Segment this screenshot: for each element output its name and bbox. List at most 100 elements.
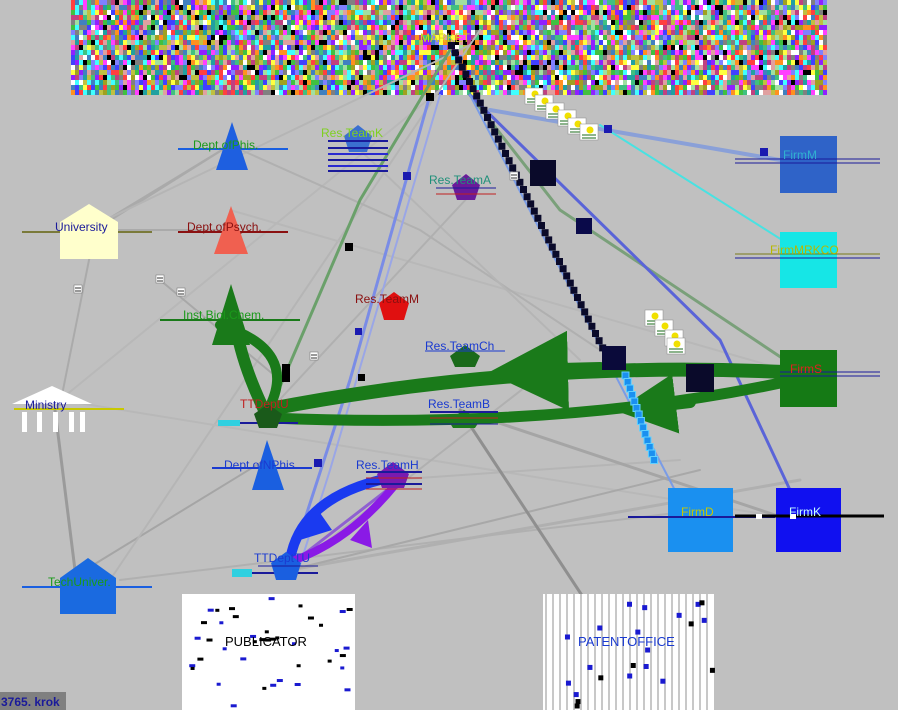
publication-dot — [252, 640, 257, 644]
res-team-m-node — [379, 292, 409, 320]
chain-token — [480, 106, 488, 114]
publication-dot — [240, 657, 247, 661]
chain-token — [487, 121, 495, 129]
token — [426, 93, 434, 101]
firm-s-node — [780, 350, 880, 407]
blue-flows — [285, 475, 399, 565]
flow-arrow — [488, 330, 608, 411]
document-icons — [73, 87, 686, 361]
chain-token — [634, 410, 643, 419]
patent-dot — [645, 647, 651, 653]
flow-arrowhead — [300, 510, 332, 540]
link — [289, 469, 701, 571]
publication-dot — [334, 649, 339, 653]
chain-token — [588, 322, 596, 330]
link — [109, 29, 481, 581]
patent-dot — [598, 675, 604, 681]
chain-token — [462, 70, 470, 78]
publication-dot — [259, 638, 266, 642]
publicator-node — [182, 594, 355, 710]
publication-dot — [250, 634, 257, 638]
tt-dept-u-node — [218, 404, 298, 428]
patent-dot — [660, 678, 666, 684]
chain-token — [630, 397, 639, 406]
chain-token — [448, 42, 455, 49]
chain-token — [548, 243, 556, 251]
firm-mrkco-label: FirmMRKCO — [770, 243, 839, 257]
document-icon — [73, 284, 83, 294]
patentoffice-label: PATENTOFFICE — [578, 634, 675, 649]
link — [458, 408, 822, 532]
link — [59, 144, 231, 406]
publication-dot — [215, 608, 220, 612]
link — [389, 459, 681, 481]
nodes — [12, 122, 884, 710]
publication-dot — [197, 657, 204, 661]
firm-k-node — [735, 488, 884, 552]
chain-token — [476, 99, 484, 107]
tt-dept-tu-node — [232, 552, 318, 580]
chain-token — [527, 200, 535, 208]
university-node — [22, 204, 152, 259]
publication-dot — [294, 682, 301, 686]
ministry-label: Ministry — [25, 398, 66, 412]
market-label: MARKET — [420, 31, 471, 45]
token — [355, 328, 362, 335]
token — [602, 346, 626, 370]
token — [345, 243, 353, 251]
publication-dot — [264, 630, 269, 634]
link — [119, 509, 701, 581]
publication-dot — [270, 683, 277, 687]
patent-dot — [627, 673, 633, 679]
chain-token — [552, 250, 560, 258]
tt-dept-u-label: TTDeptU — [240, 397, 289, 411]
res-team-b-node — [430, 410, 498, 428]
link — [229, 144, 601, 351]
firm-m-label: FirmM — [783, 148, 817, 162]
link — [269, 194, 471, 411]
publication-dot — [194, 636, 201, 640]
patent-dot — [575, 699, 581, 705]
patent-dot — [695, 601, 701, 607]
publication-dot — [262, 686, 267, 690]
patent-dot — [699, 600, 705, 606]
tt-dept-tu-label: TTDeptTU — [254, 551, 310, 565]
link — [468, 93, 802, 372]
publication-dot — [207, 608, 214, 612]
link — [84, 459, 266, 571]
publication-dot — [343, 646, 350, 650]
chain-token — [641, 430, 650, 438]
link — [488, 108, 782, 162]
chain-token — [595, 337, 603, 345]
link — [599, 124, 791, 246]
tokens — [264, 93, 768, 467]
publication-dot — [276, 679, 283, 683]
publication-dot — [265, 638, 272, 642]
res-team-ch-node — [425, 345, 505, 367]
patent-dot — [574, 703, 580, 709]
tech-univer-node — [22, 558, 152, 614]
chain-token — [530, 207, 538, 215]
res-team-k-node — [328, 125, 388, 172]
link — [288, 93, 432, 567]
flow-resteamh-to-ttdepttu — [285, 475, 385, 565]
chain-token — [498, 142, 506, 150]
publication-dot — [222, 647, 227, 651]
dept-phys-label: Dept.ofPhis. — [193, 138, 258, 152]
patent-dot — [643, 663, 649, 669]
publication-dot — [229, 607, 236, 611]
publication-dot — [189, 664, 196, 668]
token — [604, 125, 612, 133]
link — [268, 48, 452, 412]
chain-token — [577, 301, 585, 309]
res-team-a-node — [436, 174, 496, 200]
patent-dot — [587, 664, 593, 670]
res-team-b-label: Res.TeamB — [428, 397, 490, 411]
token — [314, 459, 322, 467]
firm-k-label: FirmK — [789, 505, 821, 519]
chain-token — [455, 56, 463, 64]
chain-token — [458, 63, 466, 71]
chain-token — [505, 157, 513, 165]
publication-dot — [296, 664, 301, 668]
token — [760, 148, 768, 156]
